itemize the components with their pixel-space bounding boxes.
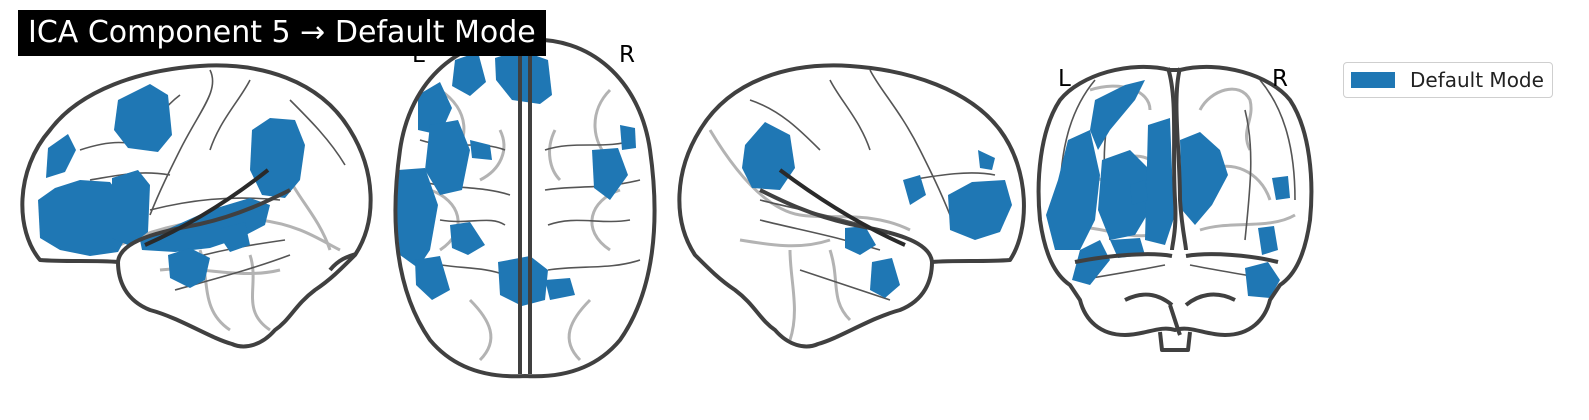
sulci-lines (708, 129, 911, 341)
coronal-view (1036, 64, 1314, 352)
legend: Default Mode (1343, 62, 1553, 98)
brain-outline (20, 63, 373, 349)
coronal-left-label: L (1058, 66, 1071, 92)
brain-outline (677, 63, 1026, 349)
axial-left-label: L (412, 42, 425, 68)
legend-label: Default Mode (1410, 68, 1544, 92)
figure-title: ICA Component 5 → Default Mode (18, 10, 546, 56)
sagittal-right-view (677, 63, 1026, 349)
sagittal-left-view (20, 63, 373, 349)
axial-view (393, 37, 657, 379)
legend-swatch (1351, 72, 1395, 88)
sulci-lines (119, 179, 341, 332)
brain-outline (1036, 64, 1314, 352)
activation-blobs (396, 50, 636, 306)
brain-outline (393, 37, 657, 379)
sulci-lines (429, 88, 621, 362)
activation-blobs (1046, 80, 1290, 298)
activation-blobs (742, 122, 1012, 298)
activation-blobs (38, 84, 305, 288)
coronal-right-label: R (1272, 66, 1288, 92)
lateral-fissure (778, 168, 906, 247)
lateral-fissure (144, 168, 270, 247)
axial-right-label: R (619, 42, 635, 68)
